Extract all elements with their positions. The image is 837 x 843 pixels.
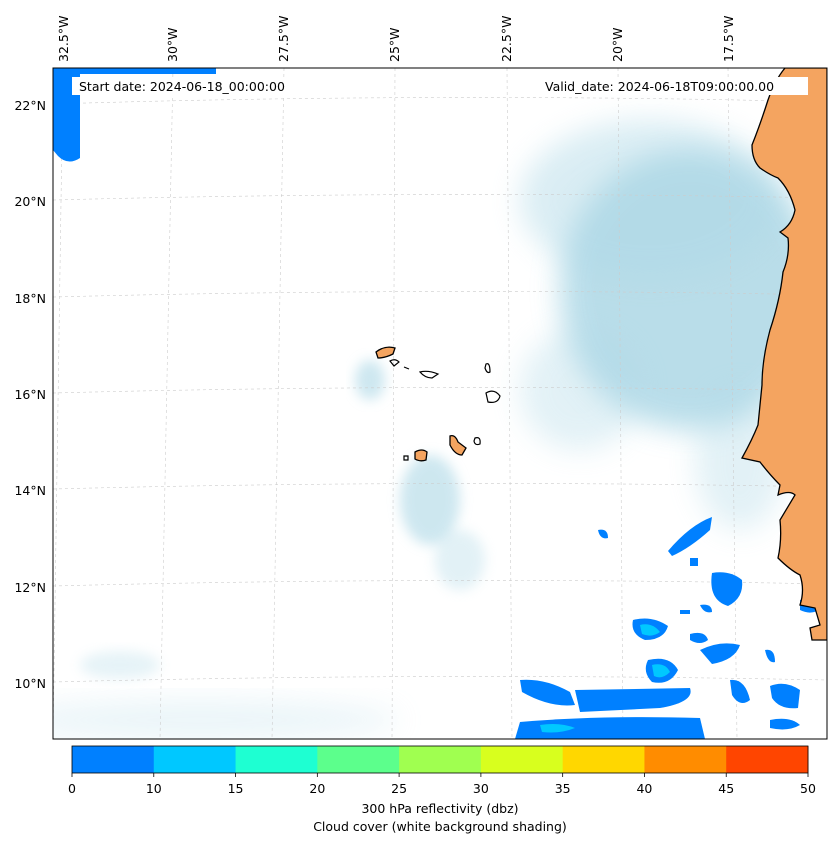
lon-label-22-5w: 22.5°W: [499, 16, 514, 62]
lat-label-12n: 12°N: [14, 580, 46, 595]
reflectivity-blobs: [53, 68, 822, 739]
reflectivity-light-blobs: [540, 624, 670, 733]
lat-label-16n: 16°N: [14, 387, 46, 402]
colorbar-tick-label: 45: [718, 781, 734, 796]
map-frame: [52, 67, 828, 740]
colorbar-tick-label: 50: [800, 781, 816, 796]
colorbar: 0 10 15 20 25 30 35 40 45 50 300 hPa reflectivity…: [68, 745, 816, 834]
colorbar-tick-label: 20: [309, 781, 325, 796]
colorbar-label: 300 hPa reflectivity (dbz): [361, 801, 518, 816]
colorbar-segment: [726, 746, 809, 773]
cape-verde-santo-antao: [375, 346, 396, 359]
lat-label-14n: 14°N: [14, 483, 46, 498]
colorbar-frame: [71, 745, 809, 774]
longitude-labels: 32.5°W 30°W 27.5°W 25°W 22.5°W 20°W 17.5…: [56, 16, 736, 62]
cape-verde-santiago: [449, 434, 467, 456]
start-date-box: Start date: 2024-06-18_00:00:00: [72, 77, 312, 95]
latitude-labels: 22°N 20°N 18°N 16°N 14°N 12°N 10°N: [14, 98, 46, 691]
cape-verde-fogo: [414, 449, 428, 462]
colorbar-segment: [72, 746, 155, 773]
colorbar-segment: [317, 746, 400, 773]
lon-label-30w: 30°W: [165, 27, 180, 62]
lon-label-20w: 20°W: [610, 27, 625, 62]
lat-label-20n: 20°N: [14, 194, 46, 209]
valid-date-label: Valid_date: 2024-06-18T09:00:00.00: [545, 79, 774, 94]
colorbar-tick-label: 40: [636, 781, 652, 796]
lat-label-22n: 22°N: [14, 98, 46, 113]
lat-label-18n: 18°N: [14, 291, 46, 306]
colorbar-tick-label: 15: [228, 781, 244, 796]
colorbar-tick-label: 10: [146, 781, 162, 796]
land-areas: [375, 68, 827, 641]
colorbar-tick-label: 35: [555, 781, 571, 796]
colorbar-sublabel: Cloud cover (white background shading): [313, 819, 567, 834]
colorbar-tick-label: 0: [68, 781, 76, 796]
map-area: [52, 67, 828, 740]
lon-label-27-5w: 27.5°W: [276, 16, 291, 62]
african-coastline: [741, 68, 827, 641]
colorbar-segment: [480, 746, 564, 773]
colorbar-segment: [235, 746, 318, 773]
lon-label-32-5w: 32.5°W: [56, 16, 71, 62]
colorbar-segment: [153, 746, 237, 773]
colorbar-segment: [399, 746, 482, 773]
start-date-label: Start date: 2024-06-18_00:00:00: [79, 79, 285, 94]
lon-label-25w: 25°W: [387, 27, 402, 62]
cloud-cover-shading: [53, 120, 820, 739]
gridlines: [53, 68, 827, 739]
colorbar-segments: [72, 746, 809, 773]
island-outlines: [389, 359, 501, 461]
colorbar-tick-label: 30: [473, 781, 489, 796]
lon-label-17-5w: 17.5°W: [721, 16, 736, 62]
colorbar-segment: [562, 746, 645, 773]
valid-date-box: Valid_date: 2024-06-18T09:00:00.00: [540, 77, 808, 95]
colorbar-segment: [644, 746, 727, 773]
lat-label-10n: 10°N: [14, 676, 46, 691]
colorbar-ticks: 0 10 15 20 25 30 35 40 45 50: [68, 773, 816, 796]
colorbar-tick-label: 25: [391, 781, 407, 796]
